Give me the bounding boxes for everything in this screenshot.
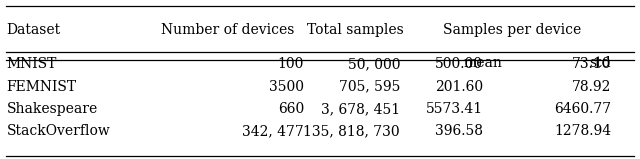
Text: std: std [589,56,611,70]
Text: 50, 000: 50, 000 [348,57,400,71]
Text: 705, 595: 705, 595 [339,80,400,94]
Text: 78.92: 78.92 [572,80,611,94]
Text: 3500: 3500 [269,80,304,94]
Text: 100: 100 [278,57,304,71]
Text: StackOverflow: StackOverflow [6,124,110,138]
Text: Total samples: Total samples [307,23,404,37]
Text: 5573.41: 5573.41 [426,102,483,116]
Text: 6460.77: 6460.77 [554,102,611,116]
Text: 660: 660 [278,102,304,116]
Text: Dataset: Dataset [6,23,61,37]
Text: FEMNIST: FEMNIST [6,80,77,94]
Text: 1278.94: 1278.94 [554,124,611,138]
Text: mean: mean [464,56,502,70]
Text: Shakespeare: Shakespeare [6,102,98,116]
Text: 342, 477: 342, 477 [243,124,304,138]
Text: 500.00: 500.00 [435,57,483,71]
Text: 73.10: 73.10 [572,57,611,71]
Text: Number of devices: Number of devices [161,23,294,37]
Text: 3, 678, 451: 3, 678, 451 [321,102,400,116]
Text: 396.58: 396.58 [435,124,483,138]
Text: Samples per device: Samples per device [443,23,581,37]
Text: 135, 818, 730: 135, 818, 730 [303,124,400,138]
Text: 201.60: 201.60 [435,80,483,94]
Text: MNIST: MNIST [6,57,57,71]
